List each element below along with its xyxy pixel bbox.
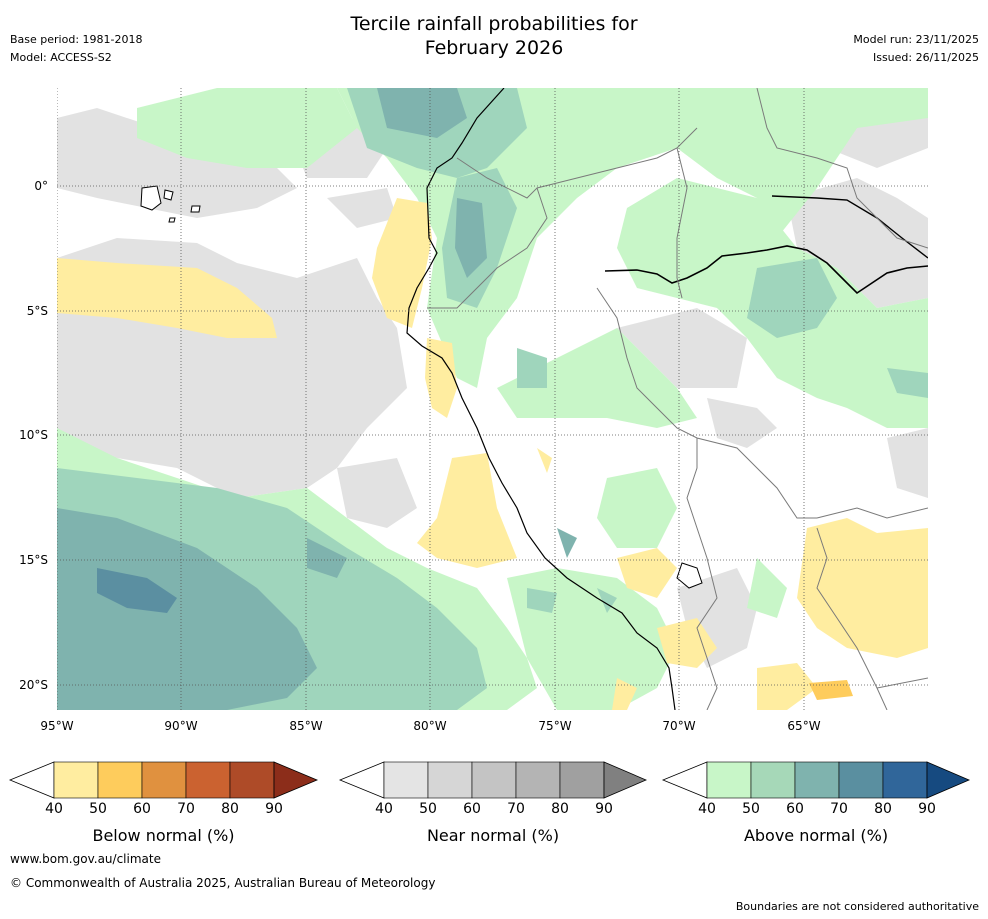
meta-right: Model run: 23/11/2025 Issued: 26/11/2025 <box>853 31 979 67</box>
meta-left: Base period: 1981-2018 Model: ACCESS-S2 <box>10 31 142 67</box>
below-swatch <box>229 761 275 799</box>
title-line-1: Tercile rainfall probabilities for <box>350 13 638 35</box>
below-tick: 40 <box>45 801 63 817</box>
below-tick: 80 <box>221 801 239 817</box>
above-normal-70-regions <box>97 568 177 613</box>
below-extend <box>273 761 319 799</box>
coastline <box>406 88 676 710</box>
near-normal-title: Near normal (%) <box>426 826 560 845</box>
footer-copyright: © Commonwealth of Australia 2025, Austra… <box>10 876 436 890</box>
lon-label: 70°W <box>662 719 696 733</box>
near-swatch <box>471 761 517 799</box>
above-tick: 80 <box>874 801 892 817</box>
above-normal-60-regions <box>57 88 577 710</box>
lake-titicaca <box>676 562 703 589</box>
below-normal-regions <box>57 198 928 710</box>
near-tick: 90 <box>595 801 613 817</box>
lon-label: 65°W <box>787 719 821 733</box>
above-tick: 50 <box>742 801 760 817</box>
above-tick: 90 <box>918 801 936 817</box>
title-line-2: February 2026 <box>424 37 564 59</box>
footer-note: Boundaries are not considered authoritat… <box>735 900 979 913</box>
lon-label: 90°W <box>164 719 198 733</box>
base-period: Base period: 1981-2018 <box>10 33 143 46</box>
lon-label: 80°W <box>413 719 447 733</box>
near-tick: 70 <box>507 801 525 817</box>
graticule <box>57 88 928 710</box>
below-tick: 90 <box>265 801 283 817</box>
model-name: Model: ACCESS-S2 <box>10 51 112 64</box>
lon-label: 75°W <box>538 719 572 733</box>
lat-label: 15°S <box>19 553 48 567</box>
near-tick: 40 <box>375 801 393 817</box>
lat-label: 5°S <box>26 304 48 318</box>
footer-url: www.bom.gov.au/climate <box>10 852 161 866</box>
below-swatch <box>53 761 99 799</box>
galapagos-islands <box>140 185 201 223</box>
above-tick: 70 <box>830 801 848 817</box>
lat-label: 0° <box>34 179 48 193</box>
below-swatch <box>141 761 187 799</box>
lat-label: 20°S <box>19 678 48 692</box>
near-swatch <box>515 761 561 799</box>
below-tick: 60 <box>133 801 151 817</box>
model-run: Model run: 23/11/2025 <box>853 33 979 46</box>
near-extend <box>603 761 648 799</box>
below-normal-title: Below normal (%) <box>92 826 235 845</box>
above-swatch <box>838 761 884 799</box>
country-borders <box>427 88 928 710</box>
lat-label: 10°S <box>19 428 48 442</box>
map-canvas <box>57 88 928 710</box>
near-tick: 50 <box>419 801 437 817</box>
above-normal-title: Above normal (%) <box>743 826 889 845</box>
colorbar-above <box>661 761 971 799</box>
below-swatch <box>97 761 143 799</box>
above-swatch <box>750 761 796 799</box>
near-swatch <box>383 761 429 799</box>
colorbar-near <box>338 761 648 799</box>
above-tick: 40 <box>698 801 716 817</box>
map-title: Tercile rainfall probabilities for Febru… <box>0 12 988 60</box>
above-tick: 60 <box>786 801 804 817</box>
near-tick: 60 <box>463 801 481 817</box>
amazon-river <box>604 245 928 295</box>
near-swatch <box>427 761 473 799</box>
above-swatch <box>794 761 840 799</box>
above-extend <box>926 761 971 799</box>
below-tick: 50 <box>89 801 107 817</box>
map-panel <box>57 88 928 710</box>
near-tick: 80 <box>551 801 569 817</box>
colorbar-below <box>8 761 319 799</box>
below-tick: 70 <box>177 801 195 817</box>
colorbars <box>8 761 971 799</box>
issued-date: Issued: 26/11/2025 <box>872 51 979 64</box>
near-swatch <box>559 761 605 799</box>
below-swatch <box>185 761 231 799</box>
lon-label: 85°W <box>289 719 323 733</box>
above-swatch <box>882 761 928 799</box>
above-swatch <box>706 761 752 799</box>
lon-label: 95°W <box>40 719 74 733</box>
